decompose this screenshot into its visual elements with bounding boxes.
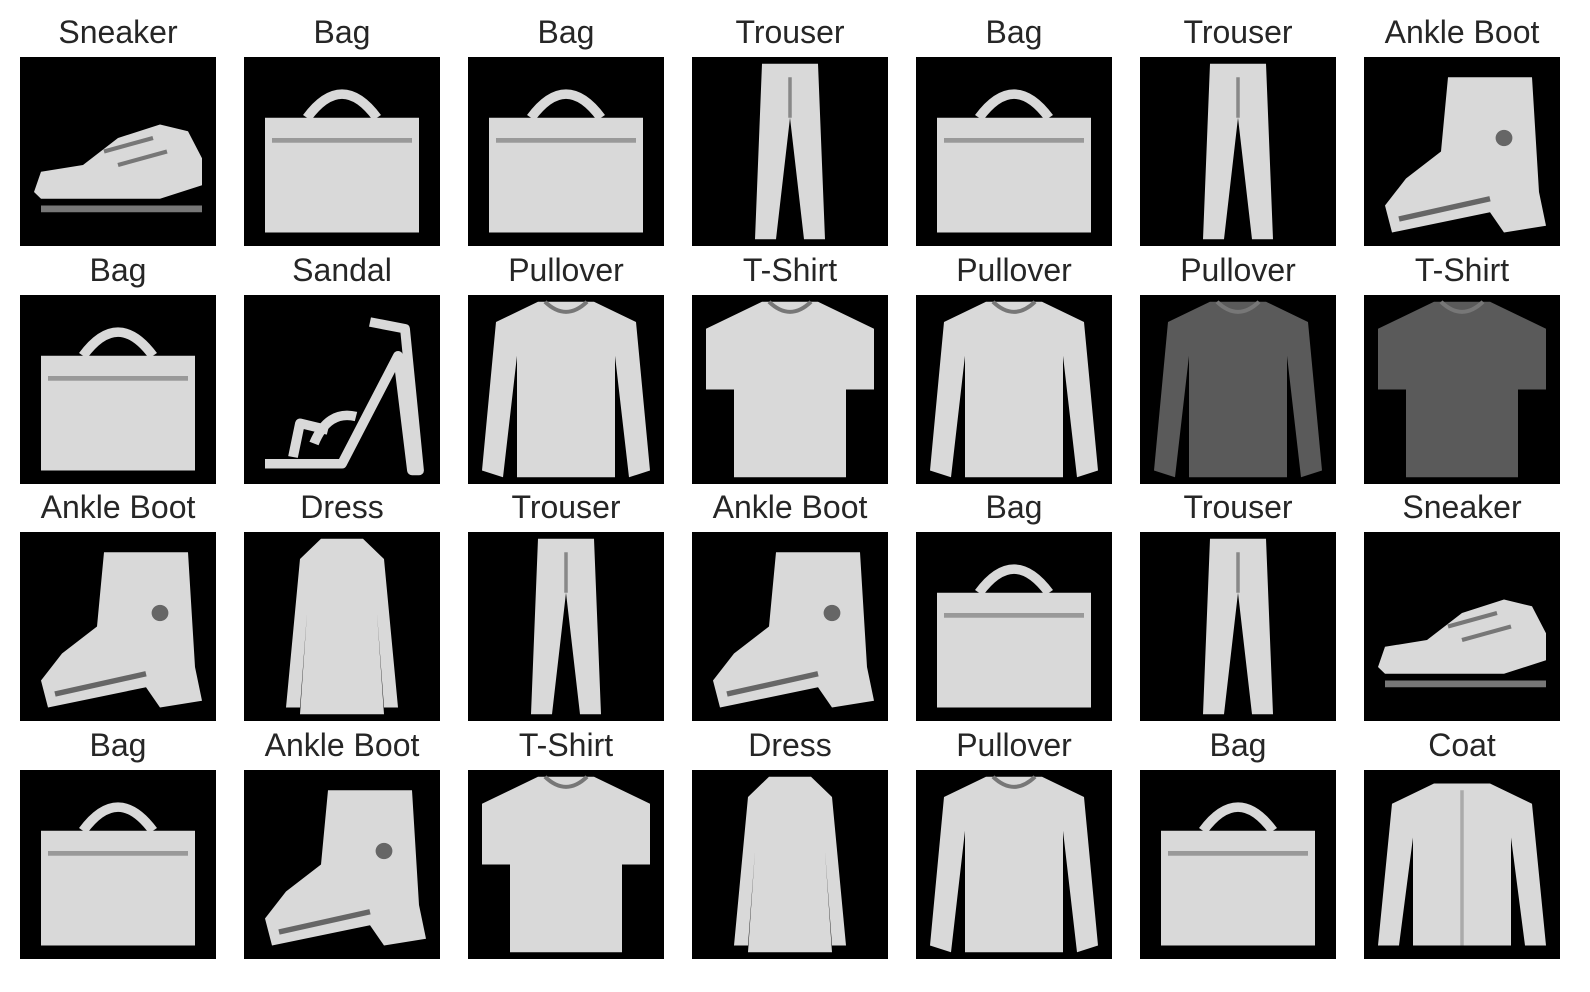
cell-title: Ankle Boot (1384, 14, 1540, 50)
bag-image (916, 532, 1112, 721)
grid-cell: Ankle Boot (20, 485, 216, 725)
grid-cell: Ankle Boot (244, 723, 440, 963)
cell-title: T-Shirt (742, 252, 838, 288)
cell-title: Trouser (511, 489, 621, 525)
pullover-image (468, 295, 664, 484)
bag-image (1140, 770, 1336, 959)
grid-cell: T-Shirt (692, 248, 888, 488)
grid-cell: Bag (244, 10, 440, 250)
grid-cell: Pullover (916, 248, 1112, 488)
dress-image (244, 532, 440, 721)
pullover-image (916, 770, 1112, 959)
tshirt-image (468, 770, 664, 959)
grid-cell: Trouser (468, 485, 664, 725)
trouser-image (692, 57, 888, 246)
grid-cell: Ankle Boot (692, 485, 888, 725)
cell-title: Pullover (956, 727, 1072, 763)
bag-image (916, 57, 1112, 246)
trouser-image (1140, 532, 1336, 721)
cell-title: Coat (1428, 727, 1496, 763)
ankle-boot-image (1364, 57, 1560, 246)
tshirt-image (692, 295, 888, 484)
cell-title: Pullover (956, 252, 1072, 288)
cell-title: Bag (985, 14, 1043, 50)
cell-title: Bag (89, 727, 147, 763)
trouser-image (1140, 57, 1336, 246)
bag-image (20, 770, 216, 959)
grid-cell: Pullover (916, 723, 1112, 963)
cell-title: Trouser (1183, 14, 1293, 50)
grid-cell: Dress (692, 723, 888, 963)
dress-image (692, 770, 888, 959)
ankle-boot-image (692, 532, 888, 721)
cell-title: Bag (1209, 727, 1267, 763)
grid-cell: Sneaker (20, 10, 216, 250)
cell-title: Bag (89, 252, 147, 288)
pullover-image (916, 295, 1112, 484)
grid-cell: T-Shirt (1364, 248, 1560, 488)
grid-cell: Dress (244, 485, 440, 725)
cell-title: Sneaker (58, 14, 178, 50)
grid-cell: Bag (1140, 723, 1336, 963)
pullover-image (1140, 295, 1336, 484)
grid-cell: Sandal (244, 248, 440, 488)
grid-cell: Trouser (1140, 10, 1336, 250)
cell-title: Trouser (735, 14, 845, 50)
cell-title: Pullover (508, 252, 624, 288)
cell-title: Dress (748, 727, 832, 763)
tshirt-image (1364, 295, 1560, 484)
cell-title: Bag (313, 14, 371, 50)
cell-title: T-Shirt (518, 727, 614, 763)
grid-cell: Bag (20, 248, 216, 488)
ankle-boot-image (244, 770, 440, 959)
coat-image (1364, 770, 1560, 959)
cell-title: Pullover (1180, 252, 1296, 288)
cell-title: Sneaker (1402, 489, 1522, 525)
cell-title: Dress (300, 489, 384, 525)
grid-cell: Trouser (692, 10, 888, 250)
grid-cell: Coat (1364, 723, 1560, 963)
cell-title: Ankle Boot (264, 727, 420, 763)
ankle-boot-image (20, 532, 216, 721)
grid-cell: Bag (916, 10, 1112, 250)
cell-title: Ankle Boot (40, 489, 196, 525)
sneaker-image (20, 57, 216, 246)
grid-cell: Bag (916, 485, 1112, 725)
grid-cell: Bag (20, 723, 216, 963)
bag-image (244, 57, 440, 246)
grid-cell: Trouser (1140, 485, 1336, 725)
grid-cell: Sneaker (1364, 485, 1560, 725)
cell-title: Bag (985, 489, 1043, 525)
cell-title: Trouser (1183, 489, 1293, 525)
bag-image (468, 57, 664, 246)
grid-cell: T-Shirt (468, 723, 664, 963)
grid-cell: Pullover (468, 248, 664, 488)
cell-title: Bag (537, 14, 595, 50)
sandal-image (244, 295, 440, 484)
sneaker-image (1364, 532, 1560, 721)
trouser-image (468, 532, 664, 721)
cell-title: Ankle Boot (712, 489, 868, 525)
bag-image (20, 295, 216, 484)
grid-cell: Bag (468, 10, 664, 250)
cell-title: Sandal (292, 252, 392, 288)
grid-cell: Pullover (1140, 248, 1336, 488)
grid-cell: Ankle Boot (1364, 10, 1560, 250)
cell-title: T-Shirt (1414, 252, 1510, 288)
